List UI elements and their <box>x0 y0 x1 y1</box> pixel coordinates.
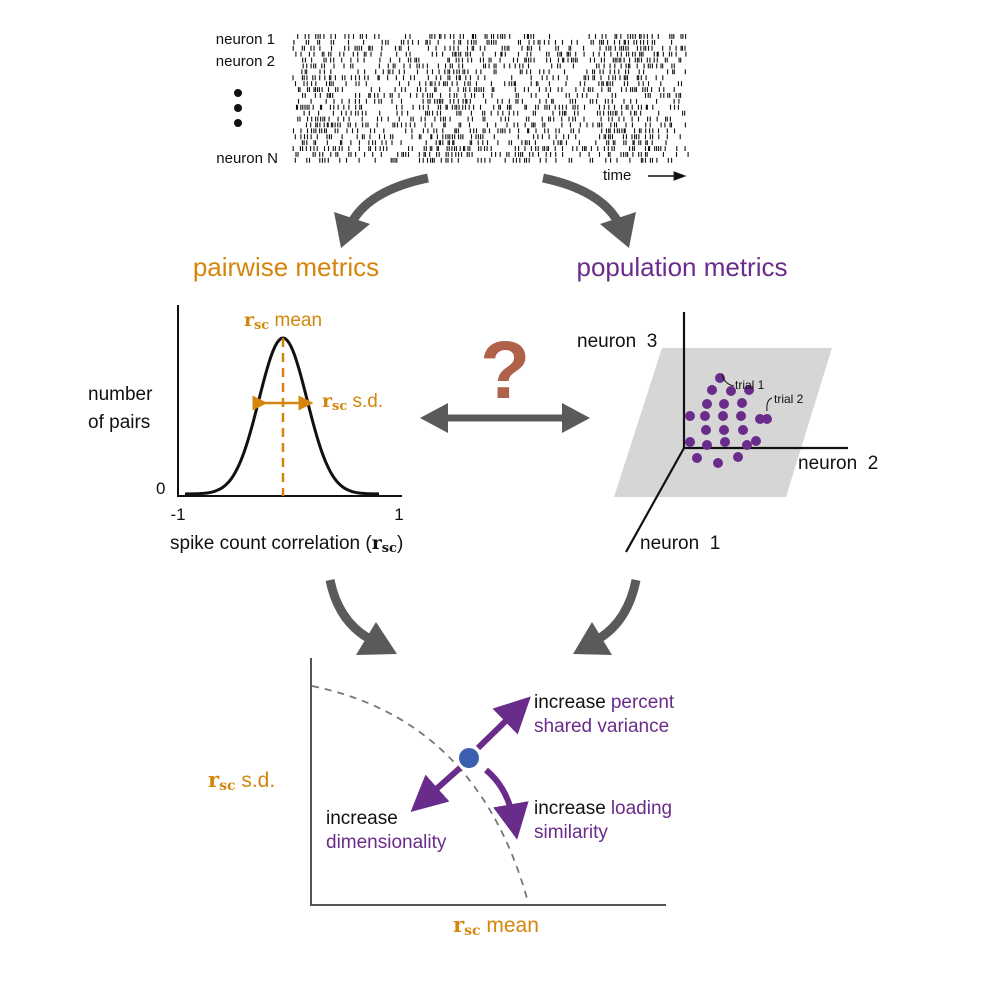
trial-points <box>685 373 772 468</box>
axis-neuron-1-label: neuron 1 <box>640 533 720 554</box>
trial-point <box>707 385 717 395</box>
trial-1-label: trial 1 <box>735 378 765 392</box>
raster-label-neuron-1: neuron 1 <box>216 31 275 48</box>
bottom-ylabel: rsc s.d. <box>208 767 275 794</box>
trial-1-pointer <box>721 373 735 387</box>
curved-arrow-population-to-bottom <box>597 579 641 642</box>
raster-ellipsis-dot <box>234 104 242 112</box>
curved-arrow-head <box>334 212 370 248</box>
shared-subspace-plane <box>614 348 832 497</box>
trial-point <box>737 398 747 408</box>
trial-point <box>762 414 772 424</box>
rsc-mean-label: rsc mean <box>244 309 322 333</box>
axis-neuron-1 <box>625 447 685 553</box>
double-arrow-head-right <box>562 403 590 433</box>
spike-marks <box>292 34 689 163</box>
curved-arrow-head <box>573 622 612 655</box>
arrow-down-left <box>410 765 462 812</box>
trial-point <box>718 411 728 421</box>
trial-point <box>751 436 761 446</box>
pairwise-ylabel-line2: of pairs <box>88 412 150 433</box>
raster-ellipsis-dot <box>234 89 242 97</box>
up-right-label-line2: shared variance <box>534 716 669 737</box>
trial-point <box>742 440 752 450</box>
up-right-label-line1: increase percent <box>534 692 675 713</box>
pairwise-xtick-max: 1 <box>394 505 403 524</box>
heading-population-metrics: population metrics <box>577 252 788 282</box>
arrow-down-right <box>484 767 529 840</box>
curved-arrow-pairwise-to-bottom <box>325 579 371 642</box>
pairwise-panel: rsc mean rsc s.d. number of pairs 0 -1 1… <box>88 305 404 556</box>
raster-ellipsis-dot <box>234 119 242 127</box>
trial-point <box>733 452 743 462</box>
curved-arrow-to-population <box>542 173 622 225</box>
trial-point <box>736 411 746 421</box>
trial-point <box>719 425 729 435</box>
trial-point <box>713 458 723 468</box>
trial-2-label: trial 2 <box>774 392 804 406</box>
trial-point <box>692 453 702 463</box>
down-left-label-line2: dimensionality <box>326 832 447 853</box>
pairwise-xtick-min: -1 <box>170 505 185 524</box>
trial-point <box>755 414 765 424</box>
rsc-sd-label: rsc s.d. <box>322 390 383 414</box>
axis-neuron-2-label: neuron 2 <box>798 453 878 474</box>
double-arrow-head-left <box>420 403 448 433</box>
trial-point <box>685 411 695 421</box>
current-point-dot <box>459 748 479 768</box>
trial-point <box>685 437 695 447</box>
pairwise-ylabel-line1: number <box>88 384 153 405</box>
down-right-label-line2: similarity <box>534 822 608 843</box>
bottom-panel: increase percent shared variance increase… <box>208 658 675 939</box>
pairwise-xlabel: spike count correlation (rsc) <box>170 532 403 556</box>
trial-point <box>726 386 736 396</box>
arrow-up-right <box>475 696 531 751</box>
time-label: time <box>603 167 631 184</box>
heading-pairwise-metrics: pairwise metrics <box>193 252 379 282</box>
trial-point <box>701 425 711 435</box>
trial-point <box>702 399 712 409</box>
spike-raster <box>292 34 689 163</box>
curved-arrow-to-pairwise <box>348 173 429 225</box>
axis-neuron-3-label: neuron 3 <box>577 331 657 352</box>
population-panel: trial 1 trial 2 neuron 3 neuron 2 neuron… <box>577 312 878 554</box>
down-left-label-line1: increase <box>326 808 398 829</box>
trial-point <box>700 411 710 421</box>
raster-panel: neuron 1 neuron 2 neuron N time <box>216 31 689 184</box>
raster-label-neuron-n: neuron N <box>216 150 278 167</box>
curved-arrow-head <box>600 212 636 248</box>
pairwise-y-zero: 0 <box>156 479 165 498</box>
down-right-label-line1: increase loading <box>534 798 672 819</box>
question-mark: ? <box>480 325 530 416</box>
raster-label-neuron-2: neuron 2 <box>216 53 275 70</box>
trial-point <box>720 437 730 447</box>
trial-point <box>744 385 754 395</box>
trial-2-pointer <box>766 397 773 412</box>
bottom-xlabel: rsc mean <box>453 912 539 939</box>
trial-point <box>719 399 729 409</box>
trial-point <box>702 440 712 450</box>
trial-point <box>738 425 748 435</box>
curved-arrow-head <box>356 622 397 655</box>
constant-curve <box>311 685 529 903</box>
